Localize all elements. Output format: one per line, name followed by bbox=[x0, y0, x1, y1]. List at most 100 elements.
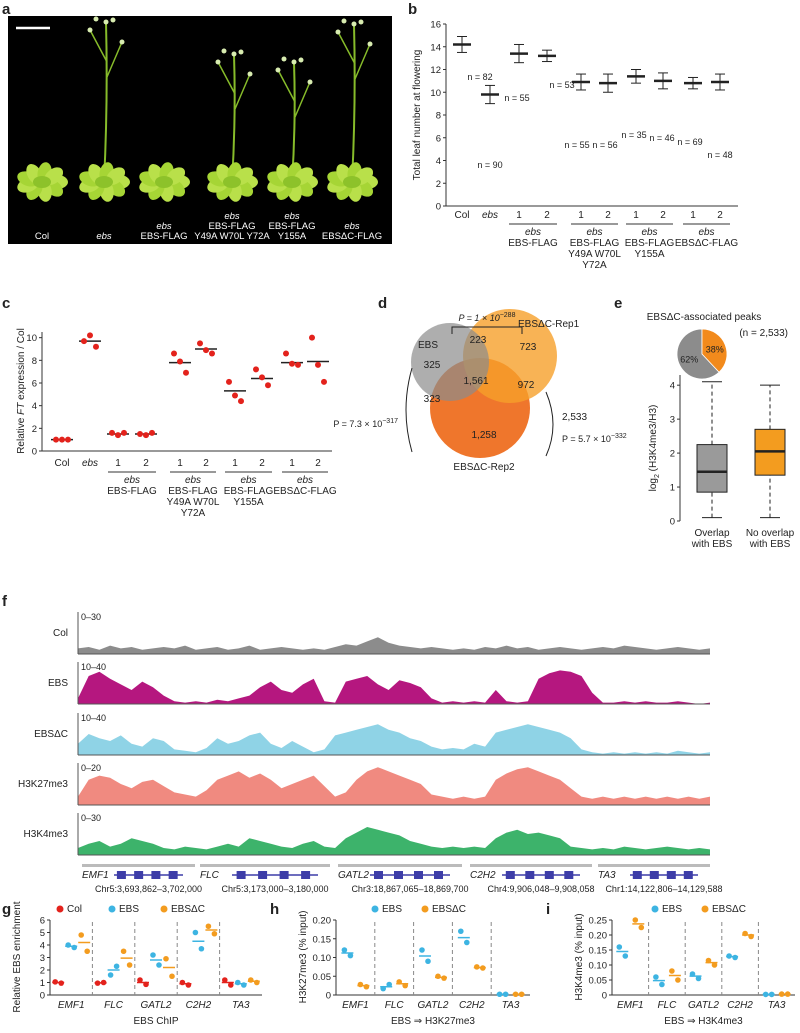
x-tick-label: 1 bbox=[690, 210, 696, 221]
legend-marker bbox=[701, 905, 709, 913]
x-tick-label: 2 bbox=[605, 210, 611, 221]
photo-label: Y155A bbox=[278, 231, 307, 242]
legend-marker bbox=[108, 905, 116, 913]
dot bbox=[762, 991, 769, 998]
group-construct: Y49A W70L bbox=[568, 249, 621, 260]
x-tick-label: TA3 bbox=[232, 1000, 250, 1011]
genomic-region bbox=[82, 864, 195, 867]
y-tick-label: 16 bbox=[430, 20, 441, 31]
y-tick-label: 3 bbox=[670, 415, 675, 426]
dot bbox=[659, 981, 665, 988]
dot bbox=[295, 361, 301, 368]
track-name: Col bbox=[53, 628, 68, 639]
y-tick-label: 2 bbox=[436, 179, 441, 190]
group-genotype: ebs bbox=[586, 227, 602, 238]
branch bbox=[89, 29, 123, 78]
n-label: n = 69 bbox=[677, 137, 702, 147]
rosette-center bbox=[33, 176, 51, 188]
dot bbox=[363, 983, 370, 990]
n-label: n = 56 bbox=[592, 140, 617, 150]
group-genotype: ebs bbox=[185, 475, 201, 486]
gene-coords: Chr4:9,906,048–9,908,058 bbox=[487, 884, 594, 894]
photo-label: ebs bbox=[156, 221, 172, 232]
gene-name: FLC bbox=[200, 870, 220, 881]
x-tick-label: TA3 bbox=[502, 1000, 520, 1011]
dot bbox=[315, 361, 321, 368]
y-tick-label: 5 bbox=[40, 928, 45, 939]
dot bbox=[81, 338, 87, 345]
x-tick-label: with EBS bbox=[749, 539, 791, 550]
dot bbox=[137, 977, 143, 983]
dot bbox=[163, 955, 169, 962]
dot bbox=[259, 374, 265, 381]
y-tick-label: 10 bbox=[430, 88, 441, 99]
x-tick-label: EMF1 bbox=[617, 1000, 644, 1011]
venn-count: 323 bbox=[424, 394, 441, 405]
exon bbox=[544, 871, 554, 879]
dot bbox=[226, 378, 232, 385]
dot bbox=[695, 975, 702, 982]
rosette-center bbox=[223, 176, 241, 188]
exon bbox=[666, 871, 676, 879]
n-label: n = 35 bbox=[621, 130, 646, 140]
dot bbox=[107, 972, 114, 978]
dot bbox=[58, 980, 64, 986]
flower bbox=[298, 57, 304, 63]
x-tick-label: 1 bbox=[633, 210, 639, 221]
flower bbox=[215, 59, 221, 65]
dot bbox=[768, 991, 775, 998]
y-tick-label: 4 bbox=[670, 381, 675, 392]
dot bbox=[669, 968, 675, 974]
gene-name: C2H2 bbox=[470, 870, 496, 881]
flower bbox=[221, 48, 227, 54]
dot bbox=[100, 979, 107, 986]
flower bbox=[307, 79, 313, 85]
x-tick-label: 1 bbox=[177, 458, 183, 469]
group-construct: Y72A bbox=[582, 260, 607, 271]
pie-title: EBSΔC-associated peaks bbox=[647, 312, 762, 323]
dot bbox=[778, 991, 785, 997]
genomic-region bbox=[200, 864, 330, 867]
genomic-region bbox=[470, 864, 592, 867]
dot bbox=[120, 948, 127, 955]
dot bbox=[441, 975, 447, 981]
dot bbox=[496, 991, 503, 998]
y-tick-label: 4 bbox=[40, 941, 45, 952]
group-construct: EBSΔC-FLAG bbox=[675, 238, 739, 249]
dot bbox=[458, 928, 464, 935]
flower bbox=[275, 67, 281, 73]
y-axis-label-part: (H3K4me3/H3) bbox=[648, 405, 659, 474]
dot bbox=[65, 436, 71, 443]
group-construct: Y155A bbox=[233, 497, 263, 508]
photo-label: EBS-FLAG bbox=[209, 221, 256, 232]
dot bbox=[169, 973, 175, 980]
photo-label: ebs bbox=[344, 221, 360, 232]
y-tick-label: 0.10 bbox=[589, 961, 608, 972]
dot bbox=[93, 343, 99, 350]
dot bbox=[616, 944, 623, 950]
exon bbox=[632, 871, 642, 879]
gene-coords: Chr5:3,173,000–3,180,000 bbox=[221, 884, 328, 894]
dot bbox=[253, 979, 260, 986]
venn-set-label: EBSΔC-Rep2 bbox=[453, 462, 515, 473]
x-tick-label: FLC bbox=[104, 1000, 124, 1011]
dot bbox=[115, 432, 121, 439]
group-genotype: ebs bbox=[297, 475, 313, 486]
n-label: n = 48 bbox=[707, 150, 732, 160]
dot bbox=[87, 332, 93, 339]
dot bbox=[232, 392, 238, 399]
x-tick-label: Overlap bbox=[694, 528, 729, 539]
exon bbox=[134, 871, 144, 879]
pie-slice bbox=[701, 328, 728, 373]
dot bbox=[211, 930, 218, 937]
x-axis-label: EBS ChIP bbox=[133, 1016, 178, 1027]
dot bbox=[742, 930, 748, 937]
exon bbox=[279, 871, 289, 879]
x-tick-label: with EBS bbox=[691, 539, 733, 550]
photo-background bbox=[8, 16, 392, 244]
dot bbox=[205, 923, 212, 930]
dot bbox=[65, 942, 71, 948]
genomic-region bbox=[338, 864, 462, 867]
dot bbox=[143, 432, 149, 439]
photo-label: Y49A W70L Y72A bbox=[194, 231, 270, 242]
